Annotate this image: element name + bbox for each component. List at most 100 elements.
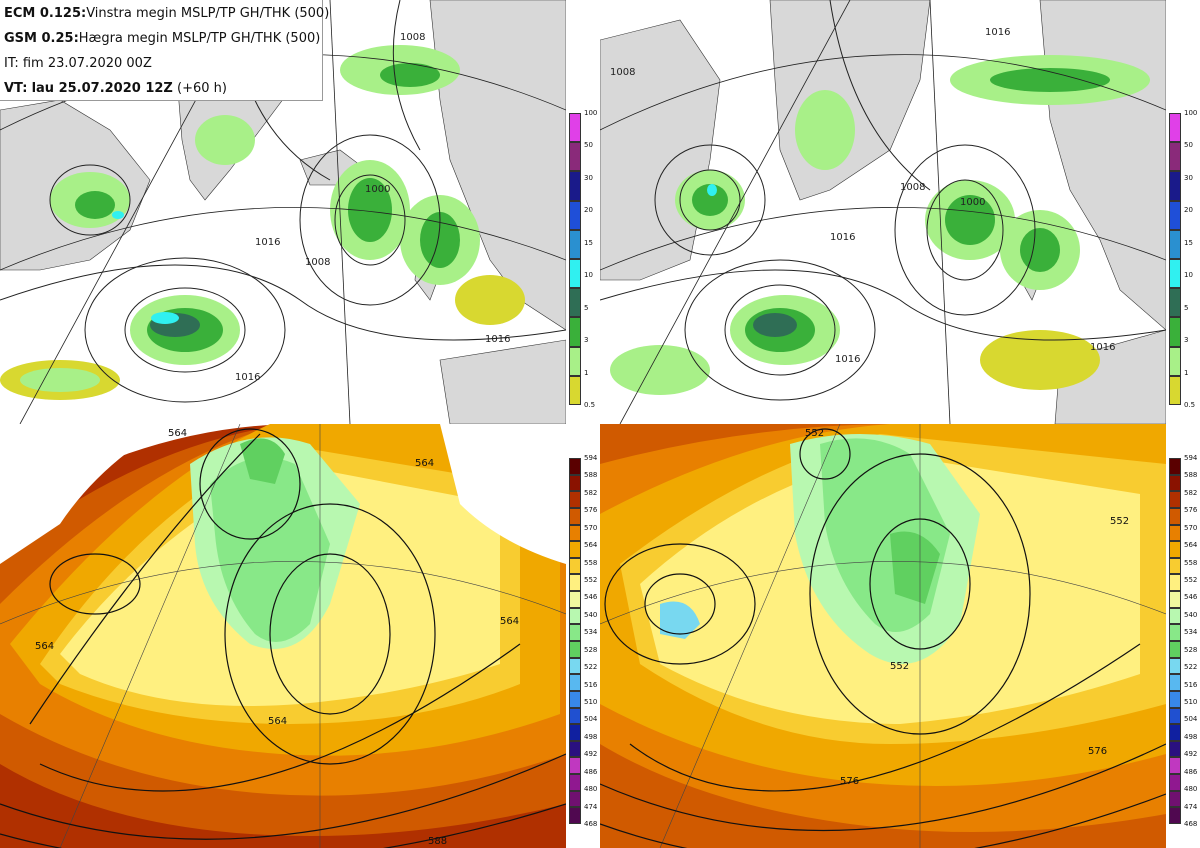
colorbar-label: 10 bbox=[584, 271, 593, 280]
gsm-isobar-label: 1016 bbox=[1090, 342, 1115, 353]
colorbar-segment bbox=[569, 524, 581, 542]
colorbar-segment bbox=[1169, 690, 1181, 708]
gsm-isobar-label: 1008 bbox=[900, 182, 925, 193]
colorbar-segment bbox=[569, 790, 581, 808]
colorbar-label: 50 bbox=[584, 141, 593, 150]
colorbar-label: 528 bbox=[1184, 645, 1198, 654]
gh-contours bbox=[600, 428, 1166, 848]
colorbar-label: 474 bbox=[584, 802, 598, 811]
colorbar-segment bbox=[1169, 491, 1181, 508]
colorbar-label: 504 bbox=[1184, 715, 1198, 724]
colorbar-label: 564 bbox=[1184, 541, 1198, 550]
colorbar-label: 588 bbox=[1184, 471, 1198, 480]
gsm-isobar-label: 1008 bbox=[610, 67, 635, 78]
colorbar-segment bbox=[1169, 507, 1181, 525]
gh-colorbar-right: 594 588 582 576 570 564 558 552 546 540 534 528 522 5… bbox=[1169, 454, 1200, 828]
colorbar-segment bbox=[1169, 375, 1181, 405]
colorbar-label: 594 bbox=[584, 454, 598, 462]
colorbar-segment bbox=[569, 474, 581, 492]
colorbar-label: 20 bbox=[584, 206, 593, 215]
ecm-isobar-label: 1008 bbox=[400, 32, 425, 43]
colorbar-label: 570 bbox=[1184, 523, 1198, 532]
colorbar-label: 582 bbox=[1184, 488, 1198, 497]
ecm-gh-map: 564 564 564 564 564 588 bbox=[0, 424, 566, 848]
ecm-isobar-label: 1016 bbox=[255, 237, 280, 248]
isobars bbox=[600, 0, 1166, 401]
init-time: IT: fim 23.07.2020 00Z bbox=[4, 56, 152, 71]
colorbar-label: 558 bbox=[584, 558, 598, 567]
colorbar-label: 522 bbox=[584, 663, 598, 672]
colorbar-segment bbox=[1169, 288, 1181, 318]
colorbar-segment bbox=[1169, 607, 1181, 625]
colorbar-segment bbox=[569, 491, 581, 508]
colorbar-segment bbox=[569, 458, 581, 475]
colorbar-label: 1 bbox=[1184, 368, 1189, 377]
gsm-mslp-map: 1016 1008 1016 1000 1008 1016 1016 bbox=[600, 0, 1166, 424]
land-europe bbox=[439, 339, 566, 424]
colorbar-label: 570 bbox=[584, 523, 598, 532]
chart-header: ECM 0.125:Vinstra megin MSLP/TP GH/THK (… bbox=[0, 0, 329, 101]
colorbar-label: 492 bbox=[1184, 750, 1198, 759]
colorbar-segment bbox=[569, 346, 581, 376]
ecm-gh-label: 588 bbox=[428, 836, 447, 847]
graticule bbox=[0, 424, 566, 848]
colorbar-segment bbox=[1169, 524, 1181, 542]
colorbar-segment bbox=[1169, 774, 1181, 791]
colorbar-segment bbox=[569, 674, 581, 691]
colorbar-segment bbox=[1169, 557, 1181, 575]
colorbar-segment bbox=[569, 259, 581, 289]
colorbar-label: 582 bbox=[584, 488, 598, 497]
ecm-gh-label: 564 bbox=[500, 616, 519, 627]
isobars bbox=[0, 0, 566, 403]
colorbar-segment bbox=[569, 317, 581, 347]
colorbar-segment bbox=[569, 607, 581, 625]
gsm-gh-label: 576 bbox=[1088, 746, 1107, 757]
colorbar-label: 534 bbox=[584, 628, 598, 637]
colorbar-label: 588 bbox=[584, 471, 598, 480]
colorbar-segment bbox=[1169, 674, 1181, 691]
gsm-isobar-label: 1016 bbox=[830, 232, 855, 243]
gsm-gh-label: 552 bbox=[805, 428, 824, 439]
colorbar-segment bbox=[569, 229, 581, 259]
colorbar-label: 594 bbox=[1184, 454, 1198, 462]
colorbar-segment bbox=[1169, 113, 1181, 143]
ecm-gh-label: 564 bbox=[168, 428, 187, 439]
colorbar-label: 5 bbox=[584, 303, 589, 312]
colorbar-segment bbox=[569, 757, 581, 775]
ecm-isobar-label: 1000 bbox=[365, 184, 390, 195]
ecm-gh-label: 564 bbox=[35, 641, 54, 652]
colorbar-label: 486 bbox=[584, 767, 598, 776]
colorbar-label: 516 bbox=[1184, 680, 1198, 689]
colorbar-label: 546 bbox=[1184, 593, 1198, 602]
ecm-gh-panel: 564 564 564 564 564 588 bbox=[0, 424, 566, 848]
gsm-gh-label: 552 bbox=[890, 661, 909, 672]
ecm-gh-label: 564 bbox=[268, 716, 287, 727]
colorbar-label: 540 bbox=[1184, 610, 1198, 619]
gsm-gh-label: 576 bbox=[840, 776, 859, 787]
colorbar-segment bbox=[1169, 757, 1181, 775]
colorbar-label: 30 bbox=[584, 173, 593, 182]
colorbar-segment bbox=[569, 740, 581, 758]
colorbar-label: 0.5 bbox=[1184, 401, 1196, 409]
graticule bbox=[600, 0, 1166, 424]
colorbar-label: 3 bbox=[1184, 336, 1189, 345]
colorbar-segment bbox=[1169, 574, 1181, 592]
colorbar-label: 480 bbox=[1184, 785, 1198, 794]
colorbar-label: 540 bbox=[584, 610, 598, 619]
colorbar-segment bbox=[1169, 346, 1181, 376]
precip-areas bbox=[0, 45, 525, 400]
colorbar-label: 522 bbox=[1184, 663, 1198, 672]
colorbar-segment bbox=[569, 507, 581, 525]
valid-time: VT: lau 25.07.2020 12Z (+60 h) bbox=[4, 81, 227, 96]
colorbar-label: 546 bbox=[584, 593, 598, 602]
colorbar-segment bbox=[569, 707, 581, 725]
colorbar-segment bbox=[569, 288, 581, 318]
colorbar-segment bbox=[569, 724, 581, 741]
colorbar-segment bbox=[1169, 657, 1181, 675]
gsm-mslp-panel: 1016 1008 1016 1000 1008 1016 1016 bbox=[600, 0, 1166, 424]
colorbar-label: 468 bbox=[584, 820, 598, 828]
colorbar-segment bbox=[569, 113, 581, 143]
colorbar-label: 480 bbox=[584, 785, 598, 794]
colorbar-segment bbox=[1169, 259, 1181, 289]
colorbar-segment bbox=[569, 574, 581, 592]
